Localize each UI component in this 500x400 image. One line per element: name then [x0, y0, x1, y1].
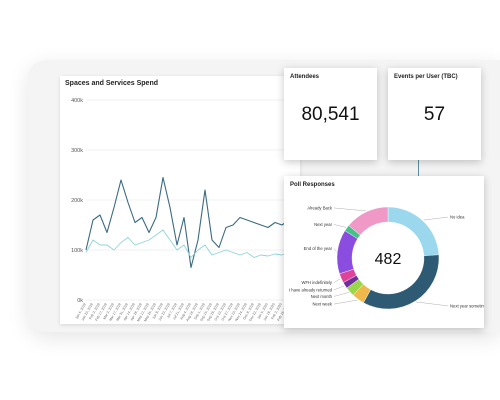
series-line-1 — [85, 176, 297, 269]
poll-responses-card[interactable]: Poll Responses No idea Next year sometime… — [284, 176, 484, 328]
events-per-user-title: Events per User (TBC) — [394, 74, 458, 80]
donut-slice-label: Next week — [312, 302, 332, 307]
donut-slice — [348, 206, 389, 236]
donut-label-leader — [333, 248, 337, 252]
y-tick-label: 0k — [77, 298, 83, 304]
donut-slice-label: WFH indefinitely — [302, 280, 333, 285]
donut-label-leader — [333, 207, 366, 212]
y-tick-label: 100k — [71, 248, 83, 254]
donut-slice-label: I have already returned — [289, 287, 333, 292]
donut-slice-label: Already Back — [307, 205, 333, 210]
attendees-title: Attendees — [290, 74, 320, 80]
donut-label-leader — [333, 299, 358, 305]
donut-slice-label: End of the year — [304, 246, 333, 251]
donut-slice-label: Next year sometime — [450, 303, 484, 308]
events-per-user-card[interactable]: Events per User (TBC) 57 — [388, 68, 481, 160]
donut-slice-label: No idea — [450, 215, 465, 220]
donut-slice-label: Next year — [314, 222, 333, 227]
y-tick-label: 400k — [71, 98, 83, 104]
donut-slice — [387, 206, 440, 256]
donut-label-leader — [333, 292, 350, 297]
donut-label-leader — [415, 301, 449, 307]
donut-center-total: 482 — [375, 251, 402, 268]
poll-donut-chart: No idea Next year sometime Next week Next m… — [289, 205, 484, 310]
attendees-value: 80,541 — [301, 104, 360, 125]
donut-slice-label: Next month — [311, 294, 333, 299]
attendees-card[interactable]: Attendees 80,541 — [284, 68, 377, 160]
y-tick-label: 300k — [71, 148, 83, 154]
donut-label-leader — [423, 216, 449, 221]
x-tick-label: Jul 7, 2019 — [166, 302, 178, 318]
events-per-user-value: 57 — [423, 104, 446, 125]
donut-slice — [336, 230, 358, 275]
connector-line — [418, 160, 419, 176]
spend-chart-card[interactable]: Spaces and Services Spend 0k 100k 200k 300k… — [60, 76, 300, 324]
donut-label-leader — [333, 278, 341, 283]
y-tick-label: 200k — [71, 198, 83, 204]
donut-label-leader — [333, 285, 345, 291]
donut-label-leader — [333, 224, 346, 228]
series-line-2 — [85, 229, 297, 258]
poll-responses-title: Poll Responses — [290, 182, 335, 188]
spend-chart-title: Spaces and Services Spend — [65, 80, 158, 87]
